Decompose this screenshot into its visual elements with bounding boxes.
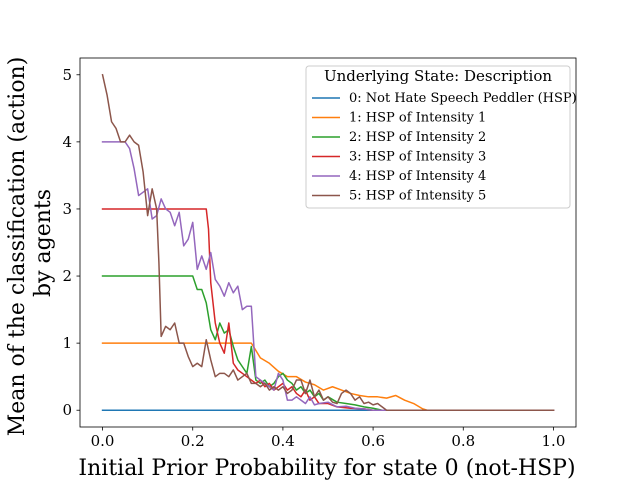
ticks-layer: 0.0 0.2 0.4 0.6 0.8 1.0 0 1 2 3 4 5 [62, 66, 565, 450]
y-tick-label-3: 3 [62, 200, 72, 218]
y-axis-label: Mean of the classification (action) by a… [5, 50, 56, 437]
x-tick-label-3: 0.6 [361, 432, 385, 450]
legend-title: Underlying State: Description [324, 67, 552, 85]
legend-label-5: 5: HSP of Intensity 5 [349, 189, 486, 204]
y-tick-label-1: 1 [62, 334, 72, 352]
legend-label-4: 4: HSP of Intensity 4 [349, 169, 486, 184]
x-tick-label-1: 0.2 [181, 432, 205, 450]
y-tick-label-2: 2 [62, 267, 72, 285]
series-line-4 [101, 141, 555, 411]
x-tick-label-5: 1.0 [542, 432, 566, 450]
y-tick-label-5: 5 [62, 66, 72, 84]
x-tick-label-2: 0.4 [271, 432, 295, 450]
series-layer [101, 73, 555, 411]
series-line-1 [101, 342, 555, 411]
y-axis-label-line-2: by agents [31, 189, 56, 297]
legend-label-1: 1: HSP of Intensity 1 [349, 111, 486, 126]
legend-label-2: 2: HSP of Intensity 2 [349, 130, 486, 145]
series-line-5 [101, 73, 555, 411]
legend: Underlying State: Description 0: Not Hat… [305, 65, 577, 209]
y-tick-label-0: 0 [62, 401, 72, 419]
series-line-2 [101, 275, 555, 411]
plot-frame [79, 57, 577, 428]
y-axis-label-line-1: Mean of the classification (action) [5, 57, 30, 437]
x-axis-label: Initial Prior Probability for state 0 (n… [78, 456, 575, 480]
legend-box [305, 65, 571, 209]
legend-entries: 0: Not Hate Speech Peddler (HSP) 1: HSP o… [312, 91, 577, 204]
y-tick-label-4: 4 [62, 133, 72, 151]
x-tick-label-0: 0.0 [91, 432, 115, 450]
x-tick-label-4: 0.8 [451, 432, 475, 450]
legend-label-0: 0: Not Hate Speech Peddler (HSP) [349, 91, 577, 106]
legend-label-3: 3: HSP of Intensity 3 [349, 150, 486, 165]
